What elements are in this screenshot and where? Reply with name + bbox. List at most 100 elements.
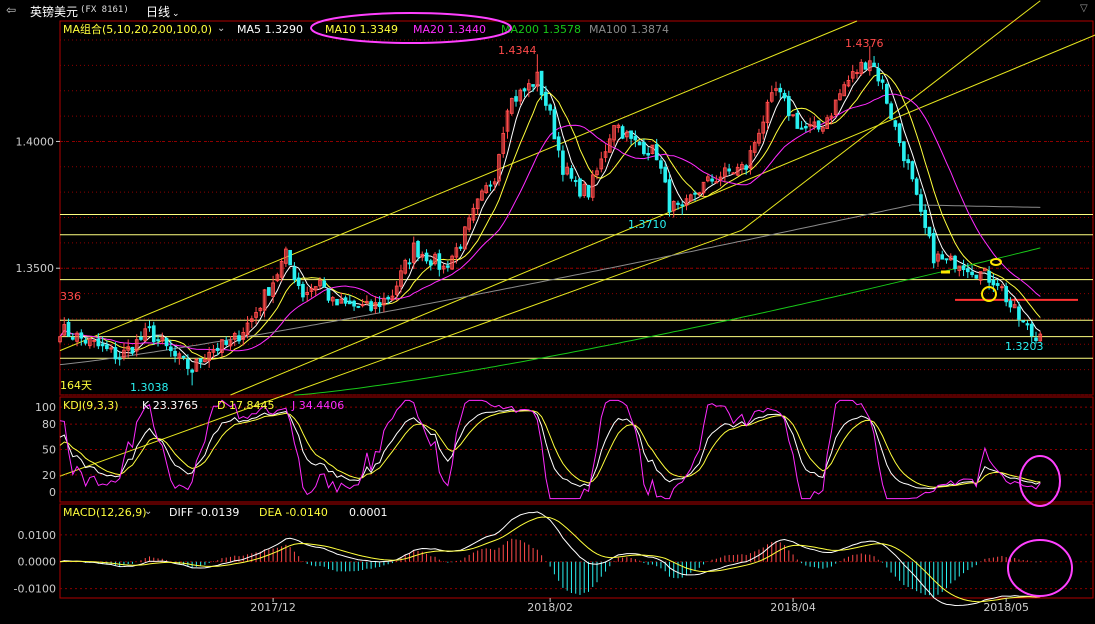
candle-body xyxy=(505,110,510,132)
candle-body xyxy=(748,150,753,169)
candle-body xyxy=(676,202,680,205)
candle-body xyxy=(147,326,152,329)
candle-body xyxy=(390,295,395,301)
candle-body xyxy=(693,192,697,195)
instrument-name: 英镑美元 xyxy=(30,5,79,19)
candle-body xyxy=(855,72,859,75)
candle-body xyxy=(991,279,996,286)
candle-body xyxy=(271,282,275,297)
candle-body xyxy=(573,180,578,183)
candle-body xyxy=(386,296,390,300)
candle-body xyxy=(859,61,864,75)
period-label: 日线 xyxy=(146,5,171,19)
low-label-start: 1.3038 xyxy=(130,381,169,394)
candle-body xyxy=(330,297,335,302)
macd-legend-dea: DEA -0.0140 xyxy=(259,506,328,519)
ma-legend-ma20: MA20 1.3440 xyxy=(413,23,486,36)
low-label-mid: 1.3710 xyxy=(628,218,667,231)
kdj-legend-d: D 17.8445 xyxy=(217,399,274,412)
x-tick-label: 2017/12 xyxy=(250,601,296,614)
candle-body xyxy=(173,350,177,357)
ma20-line xyxy=(59,93,1041,352)
candle-body xyxy=(58,336,62,343)
candle-body xyxy=(88,338,92,347)
candle-body xyxy=(305,291,310,296)
x-tick-label: 2018/02 xyxy=(527,601,573,614)
candle-body xyxy=(224,340,229,345)
candle-body xyxy=(978,271,983,281)
candle-body xyxy=(1029,323,1034,337)
ma200-line xyxy=(294,247,1041,396)
candle-body xyxy=(731,172,736,175)
candle-body xyxy=(867,60,872,72)
candle-body xyxy=(846,79,851,87)
candle-body xyxy=(603,151,608,158)
candle-body xyxy=(740,163,744,170)
candle-body xyxy=(663,166,668,183)
candle-body xyxy=(795,112,800,129)
horizontal-levels xyxy=(60,213,1093,359)
kdj-tick-label: 20 xyxy=(42,469,56,482)
candle-body xyxy=(309,287,314,292)
candle-body xyxy=(134,339,139,352)
trend-channel-line xyxy=(59,229,743,477)
trend-channels xyxy=(59,0,1095,477)
candle-body xyxy=(1008,300,1013,308)
macd-diff-line xyxy=(59,511,1041,607)
candle-body xyxy=(164,337,169,347)
candle-body xyxy=(428,260,433,266)
candle-body xyxy=(450,255,454,270)
candle-body xyxy=(100,343,105,347)
settings-icon[interactable]: ▽ xyxy=(1080,3,1088,14)
chevron-down-icon: ⌄ xyxy=(144,506,152,517)
low-label-end: 1.3203 xyxy=(1005,340,1044,353)
candle-body xyxy=(275,274,280,282)
candle-body xyxy=(241,332,246,340)
back-arrow-icon[interactable]: ⇦ xyxy=(6,3,17,17)
ma-legend-ma100: MA100 1.3874 xyxy=(589,23,669,36)
candle-body xyxy=(936,253,940,262)
candle-body xyxy=(399,270,403,287)
candle-body xyxy=(906,159,910,164)
candle-body xyxy=(1004,286,1008,303)
candle-body xyxy=(927,226,932,237)
candle-body xyxy=(139,336,143,340)
candle-body xyxy=(83,339,88,344)
candle-body xyxy=(684,198,689,206)
candle-body xyxy=(347,300,352,305)
candle-body xyxy=(902,141,906,162)
candle-body xyxy=(79,332,84,339)
period-selector[interactable]: 日线 ⌄ xyxy=(146,3,180,20)
candle-body xyxy=(535,71,540,87)
candle-body xyxy=(629,130,633,139)
highlight-ellipse xyxy=(1007,539,1073,597)
candle-body xyxy=(995,283,1000,286)
candle-body xyxy=(105,344,109,350)
candle-body xyxy=(1038,333,1043,342)
chart-legends: MA组合(5,10,20,200,100,0) ⌄ MA5 1.3290 MA10 1… xyxy=(63,22,669,519)
candle-body xyxy=(122,349,126,358)
candle-body xyxy=(590,174,595,198)
moving-averages xyxy=(59,65,1041,396)
candle-body xyxy=(654,144,659,161)
candle-body xyxy=(92,339,96,342)
candle-body xyxy=(735,166,740,176)
candle-body xyxy=(151,325,156,343)
candle-body xyxy=(965,268,970,273)
macd-title: MACD(12,26,9) xyxy=(63,506,147,519)
chevron-down-icon: ⌄ xyxy=(217,23,225,34)
candle-body xyxy=(723,167,727,177)
kdj-tick-label: 0 xyxy=(49,486,56,499)
candle-body xyxy=(215,347,220,351)
candle-body xyxy=(407,262,412,265)
candle-body xyxy=(752,142,757,153)
candle-body xyxy=(284,248,288,264)
candle-body xyxy=(156,339,160,342)
candle-body xyxy=(833,99,838,115)
candle-body xyxy=(970,271,974,276)
candle-body xyxy=(539,70,544,96)
candle-body xyxy=(812,121,817,128)
x-tick-label: 2018/04 xyxy=(770,601,816,614)
kdj-legend-j: J 34.4406 xyxy=(291,399,344,412)
